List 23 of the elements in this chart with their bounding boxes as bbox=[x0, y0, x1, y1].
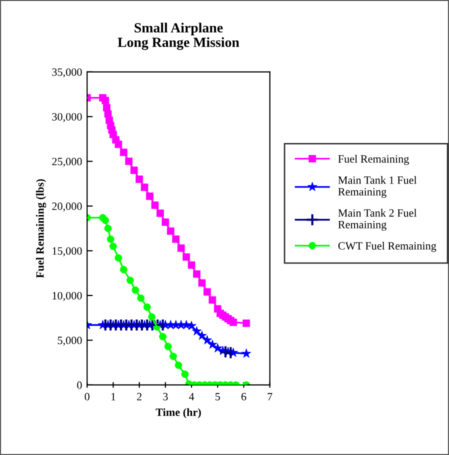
legend-label: Main Tank 2 Fuel Remaining bbox=[338, 208, 417, 231]
x-tick-label: 0 bbox=[84, 392, 90, 400]
x-tick-label: 2 bbox=[137, 392, 142, 400]
y-tick-label: 20,000 bbox=[52, 202, 82, 212]
chart-title: Small Airplane Long Range Mission bbox=[118, 22, 240, 50]
x-tick-label: 4 bbox=[188, 392, 194, 400]
x-tick-label: 6 bbox=[241, 392, 246, 400]
y-axis-title: Fuel Remaining (lbs) bbox=[36, 179, 46, 278]
y-tick-label: 30,000 bbox=[52, 113, 82, 122]
y-tick-label: 25,000 bbox=[52, 158, 82, 167]
legend-label: CWT Fuel Remaining bbox=[338, 242, 436, 252]
y-tick-label: 5,000 bbox=[58, 336, 82, 346]
y-tick-label: 0 bbox=[77, 381, 82, 389]
y-tick-label: 35,000 bbox=[52, 68, 82, 78]
legend-label: Main Tank 1 Fuel Remaining bbox=[338, 176, 417, 198]
x-tick-label: 5 bbox=[216, 393, 220, 400]
legend-label: Fuel Remaining bbox=[338, 154, 409, 165]
y-tick-label: 10,000 bbox=[52, 292, 82, 302]
x-tick-label: 7 bbox=[268, 393, 272, 400]
x-tick-label: 1 bbox=[111, 392, 116, 400]
y-tick-label: 15,000 bbox=[52, 247, 82, 256]
x-axis-title: Time (hr) bbox=[156, 408, 201, 418]
x-tick-label: 3 bbox=[163, 392, 168, 400]
